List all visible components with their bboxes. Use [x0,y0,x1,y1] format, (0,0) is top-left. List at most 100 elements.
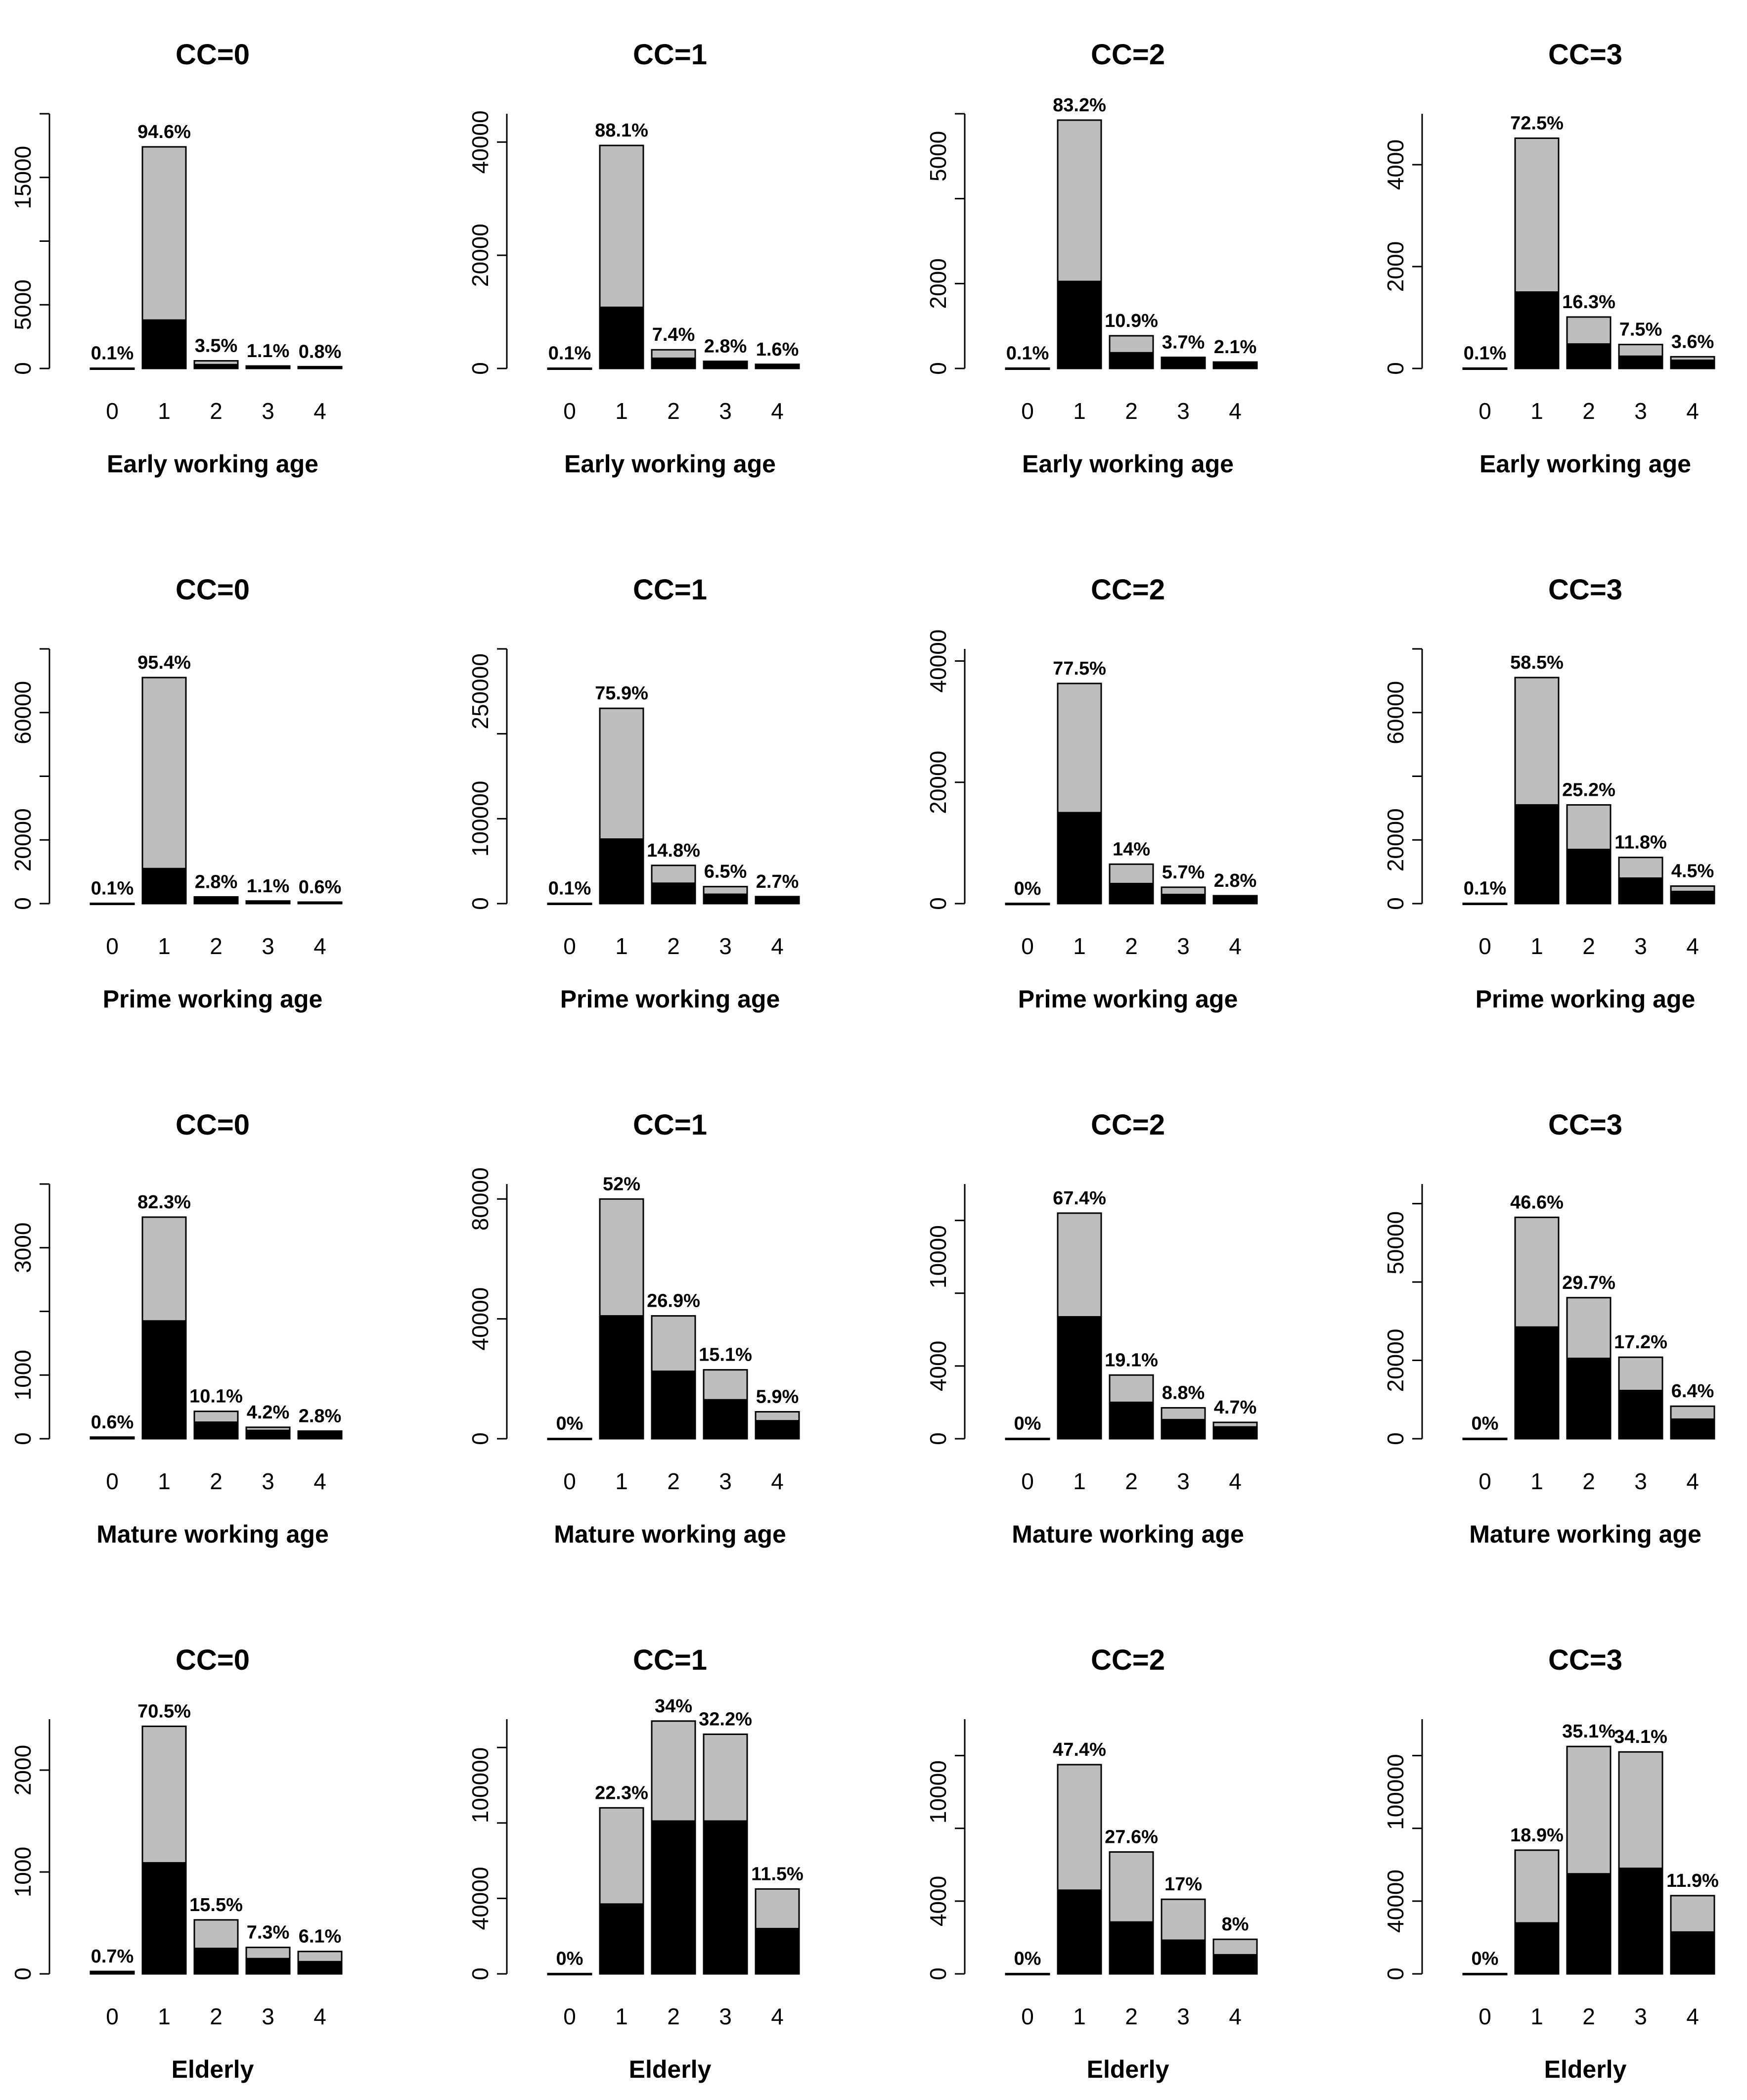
x-tick-label: 3 [1634,933,1647,959]
x-tick-label: 4 [1686,1468,1699,1494]
x-tick-label: 3 [1634,1468,1647,1494]
y-tick-label: 0 [1383,897,1408,910]
bar-percent-label: 52% [603,1174,640,1194]
x-tick-label: 3 [1634,398,1647,424]
panel-title: CC=2 [1091,1109,1165,1141]
x-tick-label: 4 [1686,933,1699,959]
bar-percent-label: 15.1% [699,1345,752,1366]
bar-percent-label: 0.1% [548,878,591,899]
x-axis-label: Prime working age [1476,985,1696,1013]
bar-part [90,1436,135,1440]
y-tick-label: 1000 [10,1847,36,1897]
bar-percent-label: 29.7% [1562,1273,1615,1293]
bar-part [141,319,187,369]
x-tick-label: 0 [106,1468,119,1494]
bar-part [1566,849,1612,905]
bar-part [245,900,291,905]
x-tick-label: 4 [314,2004,326,2029]
y-tick-label: 40000 [467,1867,493,1930]
x-tick-label: 2 [667,398,680,424]
bar-part [1462,1972,1508,1975]
bar-part [1005,367,1050,370]
x-tick-label: 2 [1125,1468,1138,1494]
y-tick-label: 0 [10,1432,36,1445]
bar-percent-label: 70.5% [137,1701,191,1722]
x-tick-label: 0 [1478,933,1491,959]
x-tick-label: 2 [1125,398,1138,424]
x-tick-label: 2 [210,2004,223,2029]
panel-title: CC=3 [1548,1109,1622,1141]
bar-percent-label: 3.7% [1162,332,1205,353]
bar-part [1212,895,1258,905]
y-tick-label: 0 [467,1967,493,1980]
bar-part [1566,1358,1612,1440]
y-tick-label: 0 [467,1432,493,1445]
panel-4-4: CC=3 0 40000 100000 0% 0 18.9% 1 35.1% 2 34.1% 3 11.… [1383,1644,1719,2083]
bar-part [547,367,592,370]
y-tick-label: 40000 [467,1287,493,1351]
panel-title: CC=0 [176,574,250,606]
bar-part [1566,1873,1612,1975]
panel-title: CC=1 [633,1109,707,1141]
x-tick-label: 4 [1686,398,1699,424]
bar-percent-label: 14% [1113,839,1150,860]
panel-2-2: CC=1 0 100000 250000 0.1% 0 75.9% 1 14.8% 2 6.5% 3 2… [467,574,800,1013]
bar-percent-label: 0% [556,1414,583,1434]
y-tick-label: 40000 [467,110,493,174]
y-tick-label: 20000 [1383,808,1408,871]
y-tick-label: 0 [925,897,951,910]
bar-part [1109,1401,1154,1440]
x-axis-label: Elderly [1087,2055,1169,2083]
bar-part [1462,367,1508,370]
y-tick-label: 40000 [1383,1870,1408,1933]
x-tick-label: 2 [210,398,223,424]
y-tick-label: 2000 [925,258,951,309]
x-axis-label: Early working age [564,450,776,478]
y-tick-label: 2000 [10,1745,36,1795]
bar-part [1462,1437,1508,1440]
panel-3-2: CC=1 0 40000 80000 0% 0 52% 1 26.9% 2 15.1% 3 5.9% 4 M… [467,1109,800,1548]
bar-part [245,1429,291,1440]
bar-percent-label: 11.5% [751,1864,804,1884]
bar-part [141,1320,187,1440]
y-tick-label: 10000 [925,1760,951,1824]
x-axis-label: Prime working age [1018,985,1238,1013]
y-tick-label: 4000 [925,1876,951,1926]
x-tick-label: 0 [106,2004,119,2029]
bar-part [1670,891,1715,905]
bar-part [1161,357,1206,369]
x-tick-label: 4 [1229,398,1242,424]
x-tick-label: 0 [563,933,576,959]
bar-part [755,896,800,905]
x-tick-label: 1 [1073,398,1086,424]
bar-percent-label: 32.2% [699,1709,752,1730]
y-tick-label: 5000 [925,131,951,182]
x-axis-label: Prime working age [103,985,323,1013]
x-axis-label: Early working age [1022,450,1234,478]
x-tick-label: 4 [771,1468,784,1494]
x-axis-label: Elderly [1544,2055,1627,2083]
bar-part [651,1370,696,1440]
x-tick-label: 1 [1073,2004,1086,2029]
x-tick-label: 2 [1125,2004,1138,2029]
bar-percent-label: 58.5% [1510,652,1564,673]
x-tick-label: 2 [667,1468,680,1494]
bar-percent-label: 10.9% [1105,311,1158,331]
x-tick-label: 2 [210,933,223,959]
x-tick-label: 0 [1478,2004,1491,2029]
y-tick-label: 20000 [10,808,36,871]
y-tick-label: 2000 [1383,241,1408,292]
bar-part [599,838,644,905]
bar-part [193,364,239,369]
y-tick-label: 1000 [10,1350,36,1400]
bar-percent-label: 15.5% [189,1895,243,1916]
x-axis-label: Mature working age [1012,1520,1244,1548]
x-tick-label: 0 [1478,1468,1491,1494]
x-tick-label: 2 [1582,933,1595,959]
bar-part [755,1420,800,1440]
x-tick-label: 1 [158,933,171,959]
x-tick-label: 1 [615,933,628,959]
bar-part [1618,355,1663,369]
bar-part [651,882,696,905]
